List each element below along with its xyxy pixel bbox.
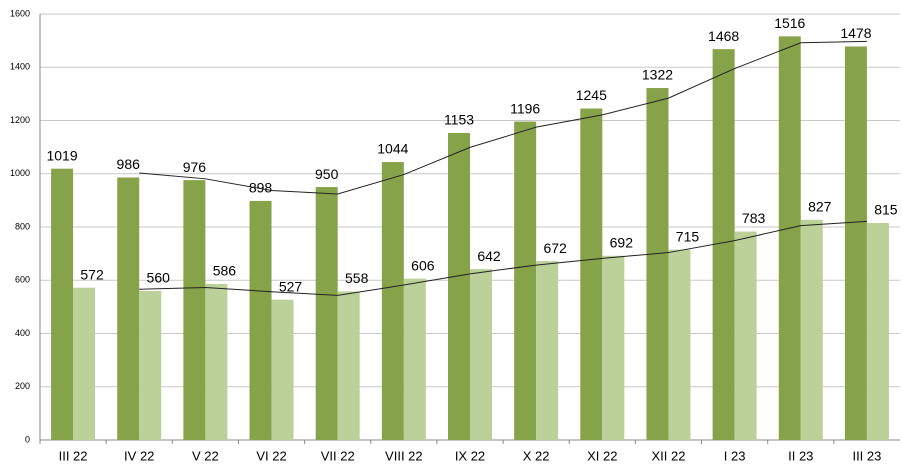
value-label: 558 [345, 270, 369, 286]
y-tick-label: 1400 [10, 62, 30, 72]
y-tick-label: 0 [25, 434, 30, 444]
bar [580, 108, 603, 441]
x-tick-label: I 23 [724, 448, 746, 463]
bar [205, 283, 228, 440]
bar [866, 223, 889, 440]
x-tick-label: XII 22 [651, 448, 685, 463]
bar [271, 299, 294, 440]
y-tick-label: 1000 [10, 168, 30, 178]
trend-line [139, 40, 867, 195]
value-label: 1478 [840, 25, 871, 41]
bar [315, 187, 338, 440]
y-tick-label: 600 [15, 275, 30, 285]
x-tick-label: X 22 [523, 448, 550, 463]
x-tick-label: III 23 [852, 448, 881, 463]
value-label: 1196 [510, 100, 540, 116]
bar [536, 261, 559, 440]
y-tick-label: 200 [15, 381, 30, 391]
value-label: 1322 [642, 67, 673, 83]
value-label: 783 [742, 210, 766, 226]
bar [337, 291, 360, 440]
value-label: 672 [543, 240, 567, 256]
value-label: 1245 [576, 87, 607, 103]
value-label: 815 [874, 202, 898, 218]
bar [381, 162, 404, 440]
x-tick-label: VII 22 [321, 448, 355, 463]
y-tick-label: 1200 [10, 115, 30, 125]
value-label: 1044 [377, 141, 408, 157]
bar [778, 36, 801, 441]
value-label: 986 [117, 156, 141, 172]
value-label: 976 [183, 159, 207, 175]
x-tick-label: II 23 [788, 448, 813, 463]
x-tick-label: XI 22 [587, 448, 617, 463]
value-label: 642 [477, 248, 501, 264]
bar [117, 177, 140, 441]
bar [470, 269, 492, 440]
bar [646, 88, 669, 440]
bar [139, 290, 162, 440]
bar [602, 255, 625, 440]
value-label: 1468 [708, 28, 739, 44]
x-tick-label: VI 22 [256, 448, 286, 463]
bar [668, 249, 691, 440]
value-label: 606 [411, 257, 435, 273]
value-label: 586 [213, 263, 237, 279]
x-tick-label: IX 22 [455, 448, 485, 463]
bar [734, 231, 757, 440]
value-label: 1153 [444, 112, 474, 128]
bar [712, 49, 735, 441]
bar [51, 168, 74, 440]
value-label: 1019 [46, 147, 77, 163]
value-label: 527 [279, 278, 303, 294]
bar [403, 278, 426, 440]
bar [183, 180, 206, 440]
bar [800, 219, 823, 440]
value-label: 1516 [774, 15, 805, 31]
value-label: 827 [808, 199, 832, 215]
value-label: 692 [610, 234, 634, 250]
x-tick-label: IV 22 [124, 448, 154, 463]
bar [844, 46, 867, 441]
value-label: 898 [249, 180, 273, 196]
value-label: 572 [80, 266, 104, 282]
trend-line [139, 220, 867, 296]
y-tick-label: 1600 [10, 8, 30, 18]
bar [73, 287, 96, 440]
y-tick-label: 800 [15, 221, 30, 231]
bar [249, 200, 272, 440]
x-tick-label: VIII 22 [385, 448, 423, 463]
bar [514, 121, 537, 440]
bar [448, 133, 470, 441]
value-label: 950 [315, 166, 339, 182]
x-tick-label: V 22 [192, 448, 219, 463]
x-tick-label: III 22 [59, 448, 88, 463]
value-label: 560 [147, 270, 171, 286]
value-label: 715 [676, 228, 700, 244]
y-tick-label: 400 [15, 328, 30, 338]
